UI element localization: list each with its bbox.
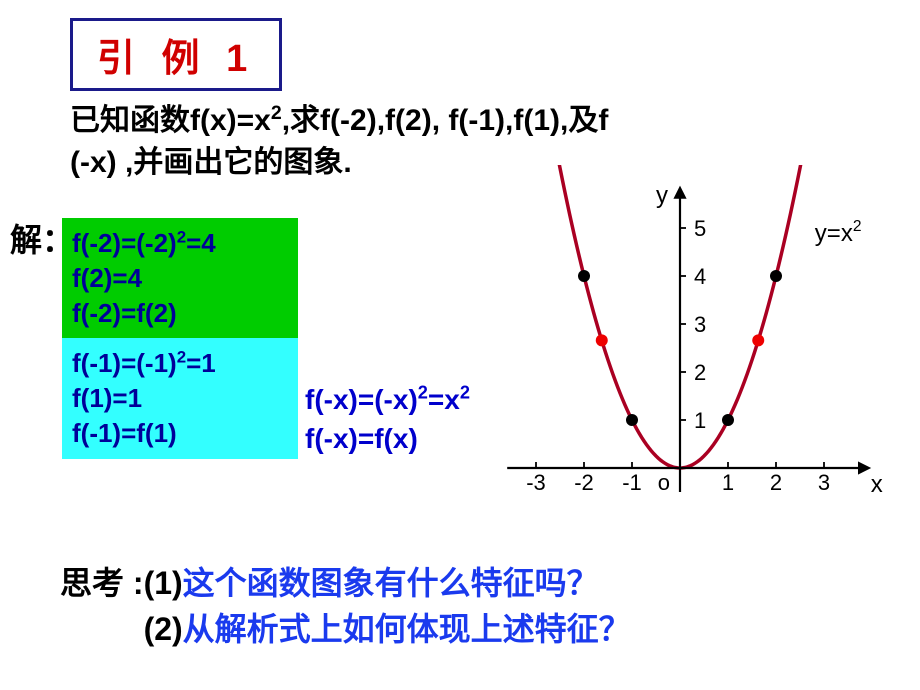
problem-line1-exp: 2: [271, 102, 282, 124]
green-calc-box: f(-2)=(-2)2=4 f(2)=4 f(-2)=f(2): [62, 218, 298, 339]
problem-line1-post: ,求f(-2),f(2), f(-1),f(1),及f: [282, 104, 609, 137]
data-point-black: [578, 270, 590, 282]
data-point-red: [596, 334, 608, 346]
think-questions: 思考 :(1)这个函数图象有什么特征吗？ 思考 :(2)从解析式上如何体现上述特…: [60, 560, 631, 653]
example-title-box: 引 例 1: [70, 18, 282, 91]
cyan-calc-box: f(-1)=(-1)2=1 f(1)=1 f(-1)=f(1): [62, 338, 298, 459]
x-tick-label: -3: [526, 470, 546, 495]
x-tick-label: 1: [722, 470, 734, 495]
origin-label: o: [658, 470, 670, 495]
y-tick-label: 5: [694, 216, 706, 241]
cyan-line3: f(-1)=f(1): [72, 416, 288, 451]
fx-derivation: f(-x)=(-x)2=x2 f(-x)=f(x): [305, 380, 470, 458]
q2-text: 从解析式上如何体现上述特征？: [183, 611, 631, 647]
think-label: 思考: [60, 565, 133, 601]
x-tick-label: -1: [622, 470, 642, 495]
y-axis-label: y: [656, 182, 668, 209]
data-point-red: [752, 334, 764, 346]
problem-line1-pre: 已知函数f(x)=x: [70, 104, 271, 137]
cyan-line2: f(1)=1: [72, 381, 288, 416]
fx-line1: f(-x)=(-x)2=x2: [305, 380, 470, 419]
y-tick-label: 1: [694, 408, 706, 433]
q1-text: 这个函数图象有什么特征吗？: [183, 565, 599, 601]
green-line2: f(2)=4: [72, 261, 288, 296]
x-axis-label: x: [871, 471, 883, 498]
y-tick-label: 4: [694, 264, 706, 289]
curve-label: y=x2: [815, 218, 862, 247]
q1-tag: :(1): [133, 565, 183, 601]
green-line1: f(-2)=(-2)2=4: [72, 226, 288, 261]
example-title: 引 例 1: [97, 38, 255, 80]
data-point-black: [770, 270, 782, 282]
parabola-graph: -3 -2 -1 1 2 3 1 2 3 4 5 o x y y=x2: [498, 165, 898, 505]
x-tick-label: -2: [574, 470, 594, 495]
cyan-line1: f(-1)=(-1)2=1: [72, 346, 288, 381]
data-point-black: [626, 414, 638, 426]
data-point-black: [722, 414, 734, 426]
problem-line2: (-x) ,并画出它的图象.: [70, 146, 352, 179]
x-tick-label: 3: [818, 470, 830, 495]
fx-line2: f(-x)=f(x): [305, 419, 470, 458]
solution-label: 解：: [10, 215, 50, 261]
y-tick-label: 3: [694, 312, 706, 337]
y-tick-label: 2: [694, 360, 706, 385]
x-tick-label: 2: [770, 470, 782, 495]
q2-tag: (2): [144, 611, 183, 647]
green-line3: f(-2)=f(2): [72, 296, 288, 331]
